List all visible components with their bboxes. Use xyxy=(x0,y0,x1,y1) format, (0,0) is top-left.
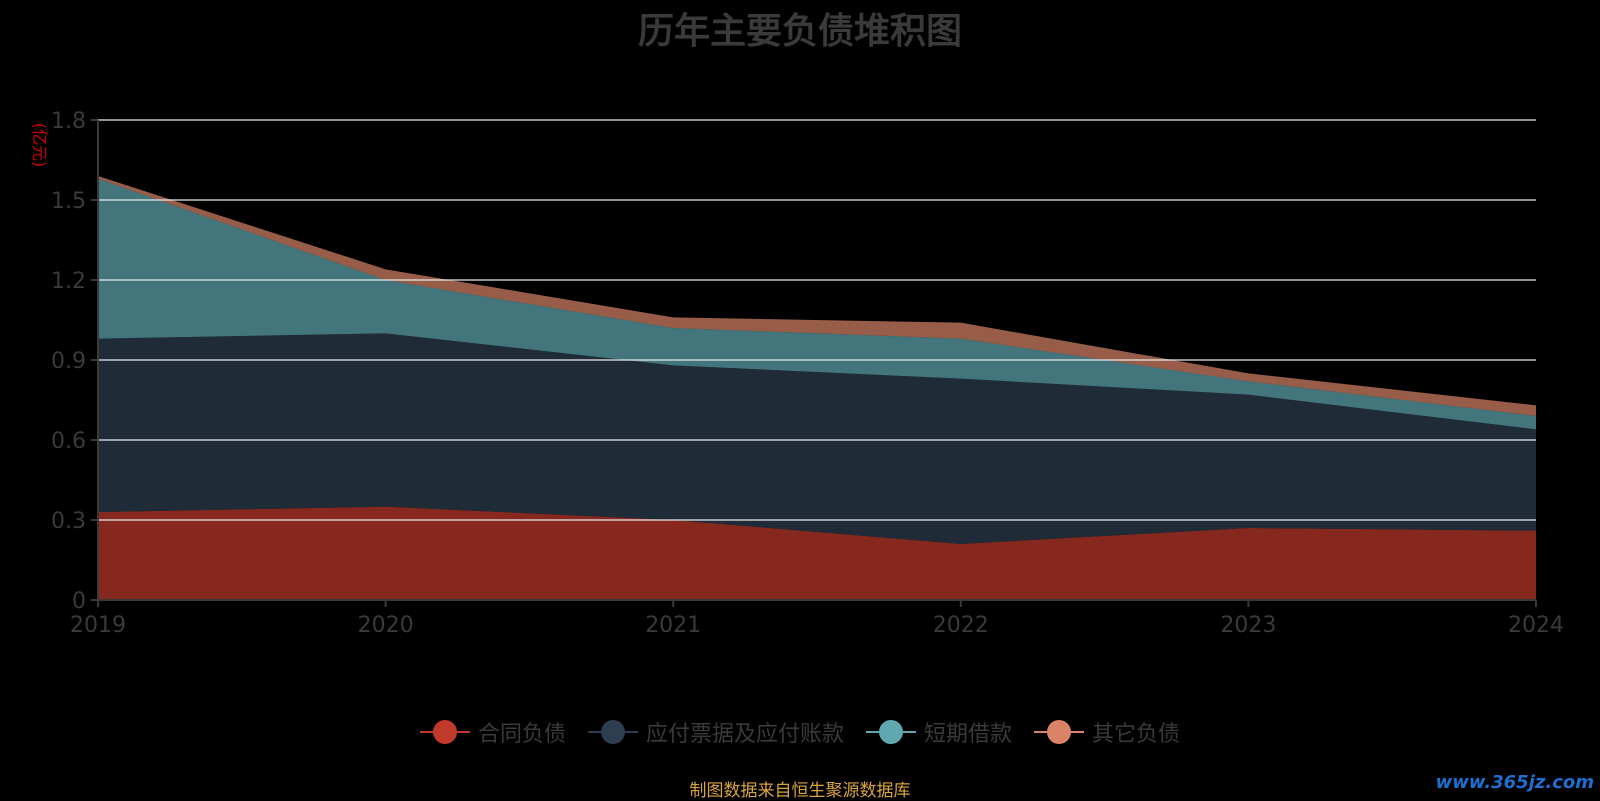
chart-title: 历年主要负债堆积图 xyxy=(637,11,962,52)
legend-marker-icon xyxy=(419,720,470,744)
legend-item-3[interactable]: 其它负债 xyxy=(1034,716,1180,748)
x-tick-label: 2019 xyxy=(70,613,126,638)
legend: 合同负债 应付票据及应付账款 短期借款 其它负债 xyxy=(0,716,1600,748)
legend-label: 合同负债 xyxy=(477,722,566,747)
source-note: 制图数据来自恒生聚源数据库 xyxy=(689,781,911,801)
legend-label: 短期借款 xyxy=(924,722,1013,747)
area-series-3 xyxy=(98,176,1536,416)
area-series-1 xyxy=(98,333,1536,544)
legend-item-0[interactable]: 合同负债 xyxy=(419,716,566,748)
area-series-2 xyxy=(98,178,1536,430)
y-tick-label: 1.5 xyxy=(51,189,86,214)
legend-item-2[interactable]: 短期借款 xyxy=(866,716,1012,748)
x-tick-label: 2020 xyxy=(358,613,414,638)
stacked-area-chart: 0 0.3 0.6 0.9 1.2 1.5 1.8 2019 2020 2021 2022 2023 2… xyxy=(30,109,1564,638)
y-tick-label: 0.3 xyxy=(51,509,86,534)
y-tick-label: 0 xyxy=(72,589,86,614)
legend-item-1[interactable]: 应付票据及应付账款 xyxy=(587,716,844,748)
grid-layer xyxy=(98,119,1536,521)
legend-marker-icon xyxy=(1034,720,1085,744)
x-tick-label: 2021 xyxy=(645,613,701,638)
y-tick-label: 0.9 xyxy=(51,349,86,374)
x-tick-label: 2022 xyxy=(933,613,989,638)
legend-marker-icon xyxy=(866,720,916,744)
legend-marker-icon xyxy=(587,720,638,744)
area-series-0 xyxy=(98,506,1536,600)
y-tick-label: 0.6 xyxy=(51,429,86,454)
area-layer xyxy=(98,176,1536,600)
legend-label: 其它负债 xyxy=(1092,722,1181,747)
watermark: www.365jz.com xyxy=(1435,772,1594,793)
axes-layer: 0 0.3 0.6 0.9 1.2 1.5 1.8 2019 2020 2021 2022 2023 2… xyxy=(51,109,1564,638)
y-tick-label: 1.2 xyxy=(51,269,86,294)
x-tick-label: 2024 xyxy=(1508,613,1564,638)
legend-label: 应付票据及应付账款 xyxy=(645,722,844,747)
y-tick-label: 1.8 xyxy=(51,109,86,134)
x-tick-label: 2023 xyxy=(1220,613,1276,638)
y-axis-label: (亿元) xyxy=(30,123,49,168)
